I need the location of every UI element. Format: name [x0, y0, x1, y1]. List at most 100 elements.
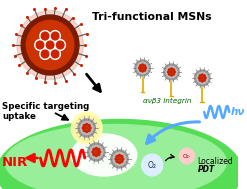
- Circle shape: [199, 75, 201, 77]
- Circle shape: [111, 150, 128, 168]
- Circle shape: [168, 71, 169, 73]
- Circle shape: [204, 75, 205, 77]
- Circle shape: [195, 70, 210, 86]
- Text: O₂·: O₂·: [183, 153, 191, 159]
- Text: ανβ3 integrin: ανβ3 integrin: [143, 98, 191, 104]
- Circle shape: [142, 64, 144, 66]
- Circle shape: [26, 20, 74, 70]
- Circle shape: [51, 50, 59, 58]
- Circle shape: [144, 69, 145, 71]
- Circle shape: [36, 41, 44, 49]
- Circle shape: [135, 60, 150, 76]
- Circle shape: [115, 158, 117, 160]
- Circle shape: [88, 143, 105, 161]
- Circle shape: [86, 123, 88, 126]
- Circle shape: [41, 32, 49, 40]
- Circle shape: [71, 112, 102, 144]
- Circle shape: [170, 74, 172, 76]
- Circle shape: [173, 71, 175, 73]
- Circle shape: [93, 149, 95, 151]
- Circle shape: [98, 153, 100, 156]
- Circle shape: [122, 158, 124, 160]
- Circle shape: [83, 125, 85, 127]
- Circle shape: [92, 151, 94, 153]
- Circle shape: [173, 73, 174, 75]
- Circle shape: [137, 62, 148, 74]
- Circle shape: [201, 80, 203, 82]
- Circle shape: [204, 77, 206, 79]
- Circle shape: [78, 119, 95, 137]
- Circle shape: [116, 160, 118, 163]
- Ellipse shape: [71, 134, 137, 176]
- Ellipse shape: [0, 119, 242, 189]
- Text: PDT: PDT: [197, 166, 215, 174]
- Circle shape: [142, 154, 163, 176]
- Circle shape: [144, 65, 145, 67]
- Circle shape: [173, 69, 174, 71]
- Circle shape: [55, 40, 65, 50]
- Circle shape: [50, 31, 60, 41]
- Circle shape: [88, 125, 90, 127]
- Circle shape: [82, 127, 84, 129]
- Circle shape: [170, 71, 172, 73]
- Circle shape: [201, 74, 203, 76]
- FancyArrowPatch shape: [165, 154, 174, 161]
- Text: Specific targeting
uptake: Specific targeting uptake: [2, 102, 89, 121]
- Ellipse shape: [5, 125, 226, 189]
- Circle shape: [168, 73, 170, 75]
- Circle shape: [118, 161, 121, 163]
- Circle shape: [197, 72, 208, 84]
- Circle shape: [21, 15, 79, 75]
- Circle shape: [179, 148, 195, 164]
- Circle shape: [50, 49, 60, 59]
- Circle shape: [89, 127, 91, 129]
- FancyArrowPatch shape: [147, 122, 200, 143]
- Circle shape: [17, 11, 83, 80]
- Circle shape: [51, 32, 59, 40]
- Text: Tri-functional MSNs: Tri-functional MSNs: [92, 12, 212, 22]
- Circle shape: [95, 147, 97, 150]
- Circle shape: [144, 67, 146, 69]
- Text: NIR: NIR: [2, 156, 28, 169]
- Circle shape: [93, 153, 95, 156]
- Circle shape: [168, 69, 170, 71]
- Circle shape: [90, 146, 103, 159]
- Circle shape: [166, 66, 177, 78]
- Circle shape: [98, 149, 100, 151]
- Circle shape: [86, 130, 88, 132]
- Text: O₂: O₂: [148, 160, 157, 170]
- Circle shape: [57, 41, 64, 49]
- Circle shape: [198, 77, 200, 79]
- Circle shape: [40, 49, 50, 59]
- Text: hν: hν: [231, 107, 246, 117]
- Circle shape: [113, 153, 126, 166]
- Circle shape: [46, 41, 54, 49]
- Circle shape: [95, 154, 97, 156]
- Circle shape: [35, 40, 45, 50]
- Circle shape: [140, 69, 141, 71]
- Circle shape: [164, 64, 179, 80]
- Circle shape: [40, 31, 50, 41]
- Circle shape: [81, 122, 93, 135]
- Circle shape: [170, 68, 172, 70]
- Circle shape: [121, 160, 123, 163]
- Circle shape: [142, 70, 144, 72]
- Circle shape: [142, 67, 144, 69]
- Circle shape: [83, 129, 85, 132]
- Circle shape: [201, 77, 203, 79]
- Circle shape: [140, 65, 141, 67]
- Circle shape: [118, 158, 121, 160]
- Circle shape: [99, 151, 101, 153]
- Circle shape: [121, 156, 123, 158]
- Circle shape: [139, 67, 141, 69]
- Circle shape: [88, 129, 90, 132]
- Circle shape: [74, 115, 99, 141]
- Circle shape: [204, 79, 205, 81]
- Circle shape: [45, 40, 55, 50]
- Circle shape: [86, 127, 88, 129]
- Circle shape: [95, 151, 97, 153]
- Circle shape: [199, 79, 201, 81]
- Circle shape: [116, 156, 118, 158]
- Circle shape: [41, 50, 49, 58]
- Circle shape: [118, 154, 121, 157]
